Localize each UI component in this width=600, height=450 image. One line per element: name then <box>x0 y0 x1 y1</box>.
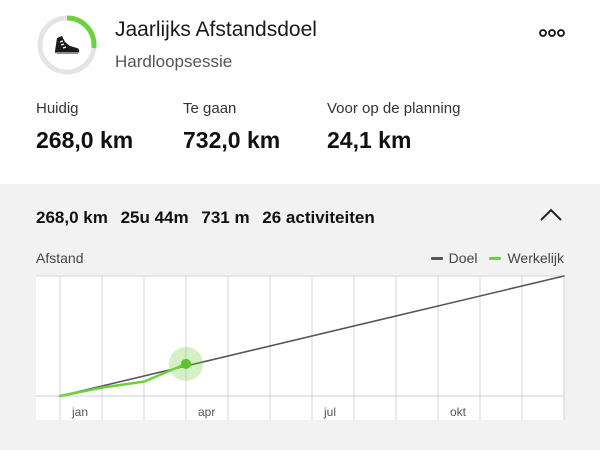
stat-remaining-value: 732,0 km <box>183 127 281 153</box>
chart-plot-area <box>36 276 564 420</box>
progress-ring <box>37 15 97 75</box>
distance-chart: jan apr jul okt <box>36 275 565 420</box>
legend-swatch-actual <box>489 256 502 260</box>
chevron-up-icon[interactable] <box>538 204 564 226</box>
summary-duration: 25u 44m <box>120 208 189 227</box>
stat-current-value: 268,0 km <box>36 127 134 153</box>
chart-x-tick-label: okt <box>450 405 467 419</box>
legend-label-goal: Doel <box>448 250 478 266</box>
stat-current-label: Huidig <box>36 100 79 117</box>
stat-remaining: Te gaan 732,0 km <box>183 100 280 154</box>
goal-header: Jaarlijks Afstandsdoel Hardloopsessie <box>0 0 600 90</box>
running-shoe-icon <box>55 36 80 54</box>
more-options-icon[interactable] <box>539 26 565 40</box>
stat-current: Huidig 268,0 km <box>36 100 133 154</box>
legend-item-goal: Doel <box>430 250 478 266</box>
activity-summary: 268,0 km 25u 44m 731 m 26 activiteiten <box>36 208 383 228</box>
legend-swatch-goal <box>430 256 443 260</box>
legend-label-actual: Werkelijk <box>507 250 564 266</box>
chart-x-tick-label: apr <box>198 405 215 419</box>
goal-title: Jaarlijks Afstandsdoel <box>115 18 317 41</box>
goal-stats: Huidig 268,0 km Te gaan 732,0 km Voor op… <box>0 100 600 184</box>
goal-line <box>59 275 565 397</box>
goal-subtitle: Hardloopsessie <box>115 52 233 71</box>
current-point-marker <box>181 358 191 369</box>
chart-y-label: Afstand <box>36 250 84 266</box>
stat-ahead-label: Voor op de planning <box>327 100 461 117</box>
chart-x-tick-label: jul <box>323 405 336 419</box>
chart-x-tick-label: jan <box>71 405 88 419</box>
stat-ahead-value: 24,1 km <box>327 127 412 153</box>
chart-legend: Doel Werkelijk <box>419 250 564 266</box>
summary-elevation: 731 m <box>201 208 250 227</box>
activity-panel: 268,0 km 25u 44m 731 m 26 activiteiten A… <box>0 184 600 450</box>
summary-activities: 26 activiteiten <box>262 208 375 227</box>
stat-ahead: Voor op de planning 24,1 km <box>327 100 460 154</box>
legend-item-actual: Werkelijk <box>489 250 564 266</box>
actual-line <box>58 362 188 398</box>
summary-distance: 268,0 km <box>36 208 108 227</box>
stat-remaining-label: Te gaan <box>183 100 237 117</box>
